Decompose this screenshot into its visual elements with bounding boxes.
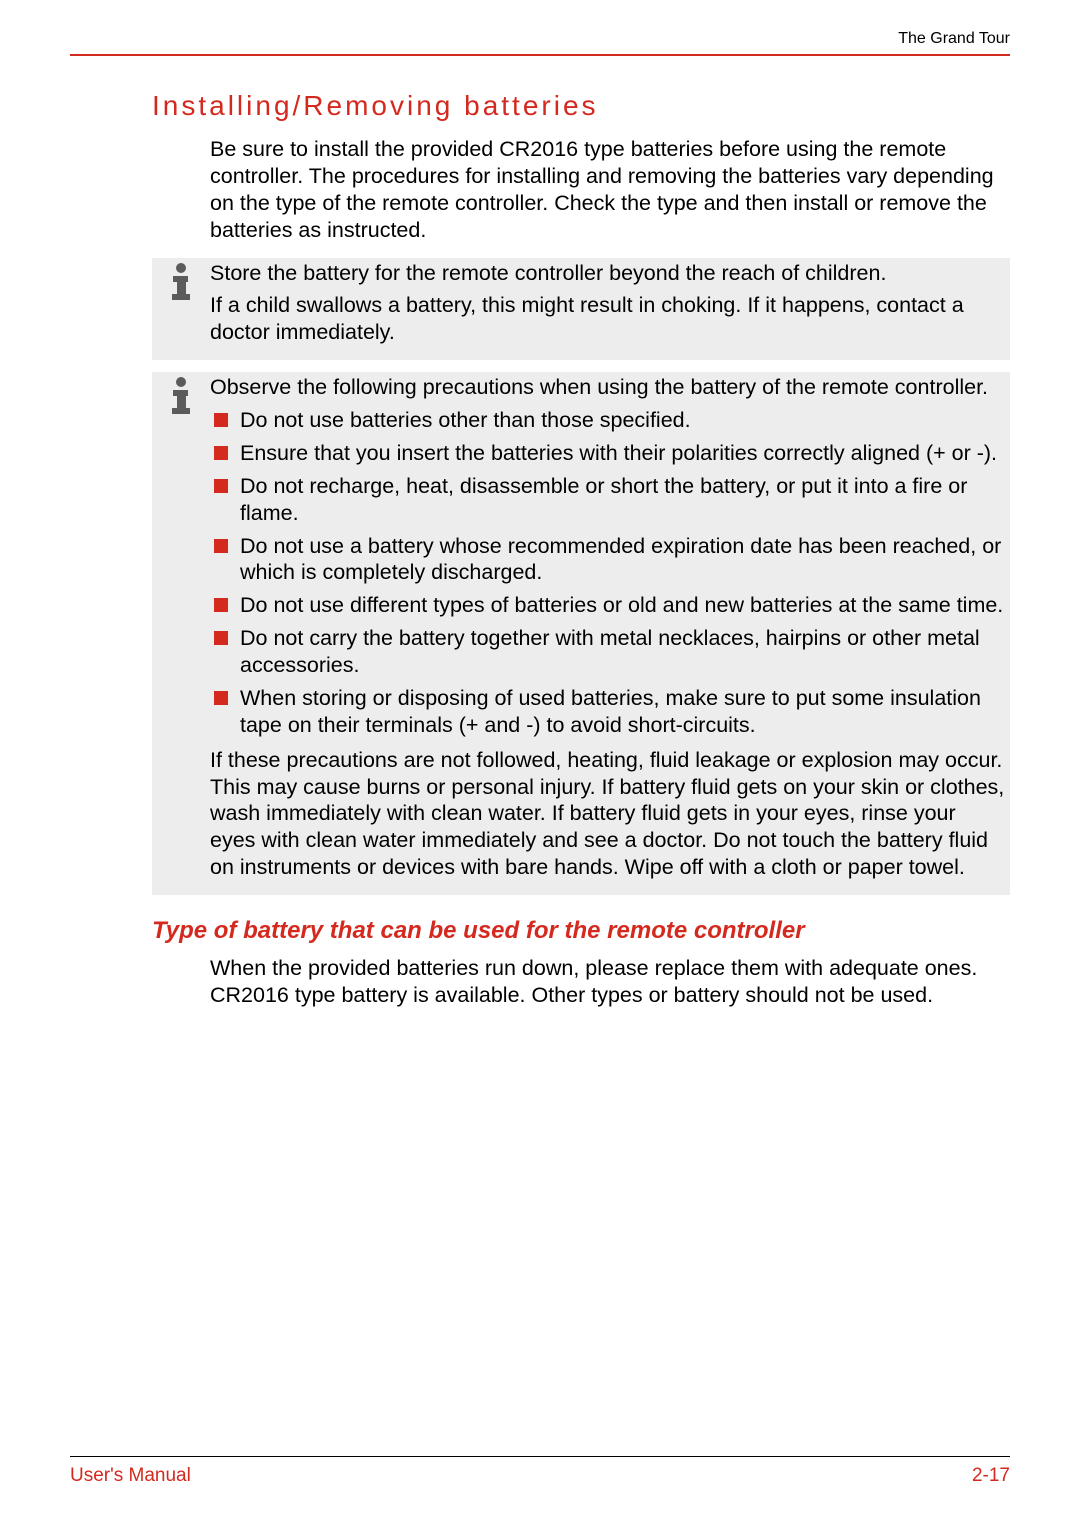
header-title: The Grand Tour	[898, 30, 1010, 48]
footer-right: 2-17	[972, 1465, 1010, 1487]
info-body-2: Observe the following precautions when u…	[210, 374, 1010, 887]
info2-lead: Observe the following precautions when u…	[210, 374, 1006, 401]
section-heading: Installing/Removing batteries	[152, 90, 1010, 122]
precaution-list: Do not use batteries other than those sp…	[210, 407, 1006, 739]
page-header: The Grand Tour	[70, 30, 1010, 56]
info2-tail: If these precautions are not followed, h…	[210, 747, 1006, 881]
info-body-1: Store the battery for the remote control…	[210, 260, 1010, 353]
list-item: Do not use batteries other than those sp…	[210, 407, 1006, 434]
list-item: When storing or disposing of used batter…	[210, 685, 1006, 739]
info-icon-col	[152, 374, 210, 416]
info1-p2: If a child swallows a battery, this migh…	[210, 292, 1006, 346]
list-item: Do not use different types of batteries …	[210, 592, 1006, 619]
info-icon	[164, 262, 198, 302]
intro-paragraph: Be sure to install the provided CR2016 t…	[210, 136, 1010, 244]
subsection-heading: Type of battery that can be used for the…	[152, 917, 1010, 945]
info1-p1: Store the battery for the remote control…	[210, 260, 1006, 287]
list-item: Do not carry the battery together with m…	[210, 625, 1006, 679]
info-box-2: Observe the following precautions when u…	[152, 372, 1010, 895]
info-icon	[164, 376, 198, 416]
page-footer: User's Manual 2-17	[70, 1456, 1010, 1487]
list-item: Do not recharge, heat, disassemble or sh…	[210, 473, 1006, 527]
footer-left: User's Manual	[70, 1465, 191, 1487]
subsection-body: When the provided batteries run down, pl…	[210, 955, 1010, 1009]
info-icon-col	[152, 260, 210, 302]
list-item: Do not use a battery whose recommended e…	[210, 533, 1006, 587]
info-box-1: Store the battery for the remote control…	[152, 258, 1010, 361]
list-item: Ensure that you insert the batteries wit…	[210, 440, 1006, 467]
